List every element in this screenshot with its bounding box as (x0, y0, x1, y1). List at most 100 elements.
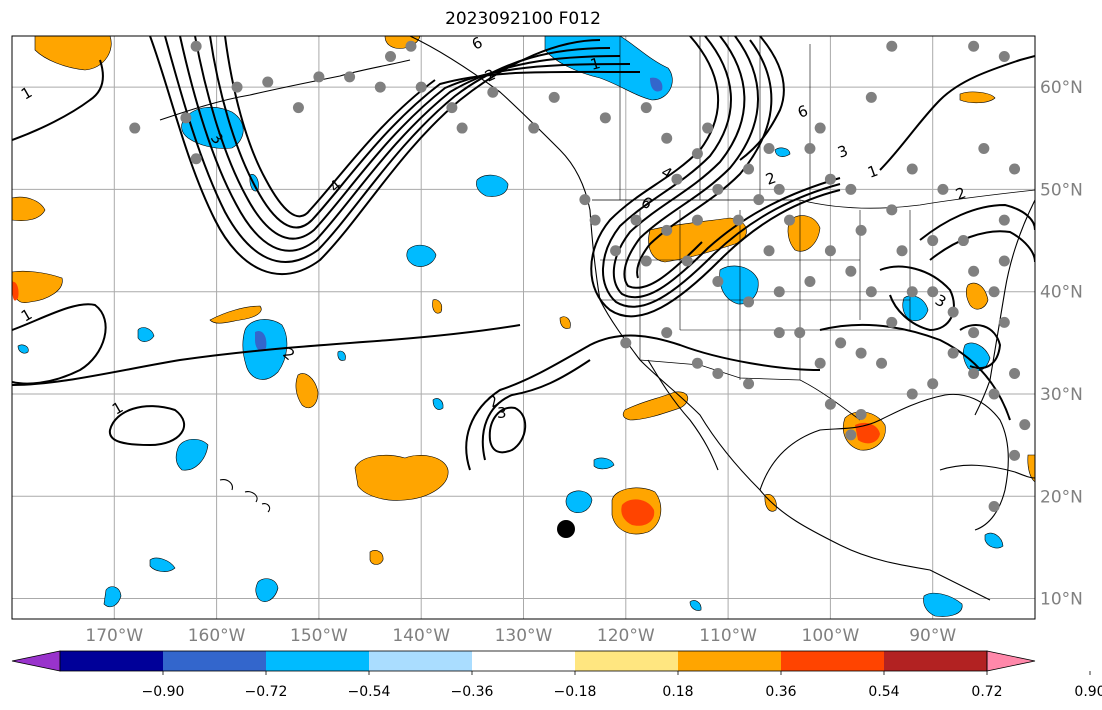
longitude-tick-label: 150°W (290, 626, 348, 646)
contour-line (224, 36, 436, 218)
observation-marker (814, 122, 826, 134)
observation-marker (415, 81, 427, 93)
contour-line (209, 36, 641, 229)
latitude-tick-label: 60°N (1040, 78, 1083, 98)
observation-marker (190, 153, 202, 165)
observation-marker (835, 337, 847, 349)
pos-blob (354, 455, 449, 501)
latitude-tick-label: 40°N (1040, 283, 1083, 303)
observation-marker (968, 40, 980, 52)
coastline-east (974, 199, 1035, 416)
map-frame (11, 35, 1036, 620)
observation-marker (886, 316, 898, 328)
observation-marker (743, 163, 755, 175)
observation-marker (855, 224, 867, 236)
observation-marker (374, 81, 386, 93)
observation-marker (773, 183, 785, 195)
longitude-tick-label: 110°W (699, 626, 757, 646)
observation-marker (1009, 368, 1021, 380)
observation-marker (661, 327, 673, 339)
us-canada-border (592, 189, 1035, 209)
contour-line (179, 36, 621, 252)
observation-marker (845, 429, 857, 441)
neg-blob (406, 244, 437, 267)
observation-marker (671, 173, 683, 185)
contour-label: 1 (18, 83, 35, 103)
latitude-tick-label: 20°N (1040, 487, 1083, 507)
colorbar-labels: −0.90 −0.72 −0.54 −0.36 −0.18 0.18 0.36 0.54 0.7… (142, 671, 1102, 700)
neg-blob (337, 350, 346, 361)
observation-marker (845, 183, 857, 195)
shaded-field (12, 36, 1035, 617)
colorbar-tick-label: −0.36 (451, 684, 494, 700)
contour-line (194, 36, 631, 240)
observation-marker (661, 132, 673, 144)
neg-blob (149, 557, 176, 572)
neg-blob (774, 147, 791, 157)
contour-line (612, 36, 841, 299)
colorbar-tick-label: 0.36 (765, 684, 796, 700)
colorbar-tick-label: −0.18 (554, 684, 597, 700)
pos-blob-core (621, 499, 655, 526)
observation-marker (487, 86, 499, 98)
observation-marker (876, 357, 888, 369)
observation-marker (968, 327, 980, 339)
contour-line (481, 359, 591, 461)
observation-marker (180, 112, 192, 124)
observation-marker (528, 122, 540, 134)
colorbar-tick-label: −0.72 (245, 684, 288, 700)
neg-blob (902, 295, 929, 322)
colorbar-segment (369, 651, 473, 671)
observation-marker (691, 357, 703, 369)
observation-marker (865, 286, 877, 298)
observation-marker (129, 122, 141, 134)
observation-marker (313, 71, 325, 83)
observation-marker (691, 148, 703, 160)
observation-marker (1009, 449, 1021, 461)
colorbar-segment (781, 651, 885, 671)
observation-marker (190, 40, 202, 52)
observation-marker (855, 347, 867, 359)
longitude-tick-label: 100°W (802, 626, 860, 646)
colorbar-tick-label: −0.90 (142, 684, 185, 700)
coastline-alaska (159, 59, 411, 121)
observation-marker (824, 173, 836, 185)
contour-line (12, 324, 521, 386)
colorbar-segment (266, 651, 370, 671)
neg-blob (255, 578, 279, 602)
contour-label: 3 (497, 404, 507, 422)
pos-blob-core (855, 422, 880, 444)
pos-blob (295, 373, 319, 409)
observation-marker (865, 91, 877, 103)
observation-marker (927, 378, 939, 390)
coastline-cuba (939, 464, 1035, 479)
contour-line (819, 323, 1011, 421)
longitude-tick-label: 130°W (495, 626, 553, 646)
observation-marker (661, 224, 673, 236)
observation-marker (589, 214, 601, 226)
contour-label: 1 (588, 54, 602, 74)
contour-line (929, 230, 1035, 263)
colorbar-extend-high (986, 650, 1036, 672)
neg-blob (984, 532, 1004, 549)
observation-marker (732, 214, 744, 226)
colorbar-tick-label: 0.54 (868, 684, 899, 700)
observation-marker (640, 102, 652, 114)
observation-marker (599, 112, 611, 124)
neg-blob-core (650, 77, 663, 92)
target-marker (557, 520, 575, 538)
pos-blob (12, 270, 63, 304)
pos-blob (12, 196, 46, 221)
observation-marker (610, 245, 622, 257)
observation-marker (630, 214, 642, 226)
contour-label: 1 (865, 162, 880, 182)
contour-line (739, 36, 785, 161)
contour-line (590, 36, 841, 318)
contour-label: 6 (795, 102, 810, 122)
observation-marker (886, 204, 898, 216)
observation-marker (804, 275, 816, 287)
contour-line (602, 36, 841, 308)
colorbar-segment (60, 651, 164, 671)
contour-line (959, 324, 1002, 370)
